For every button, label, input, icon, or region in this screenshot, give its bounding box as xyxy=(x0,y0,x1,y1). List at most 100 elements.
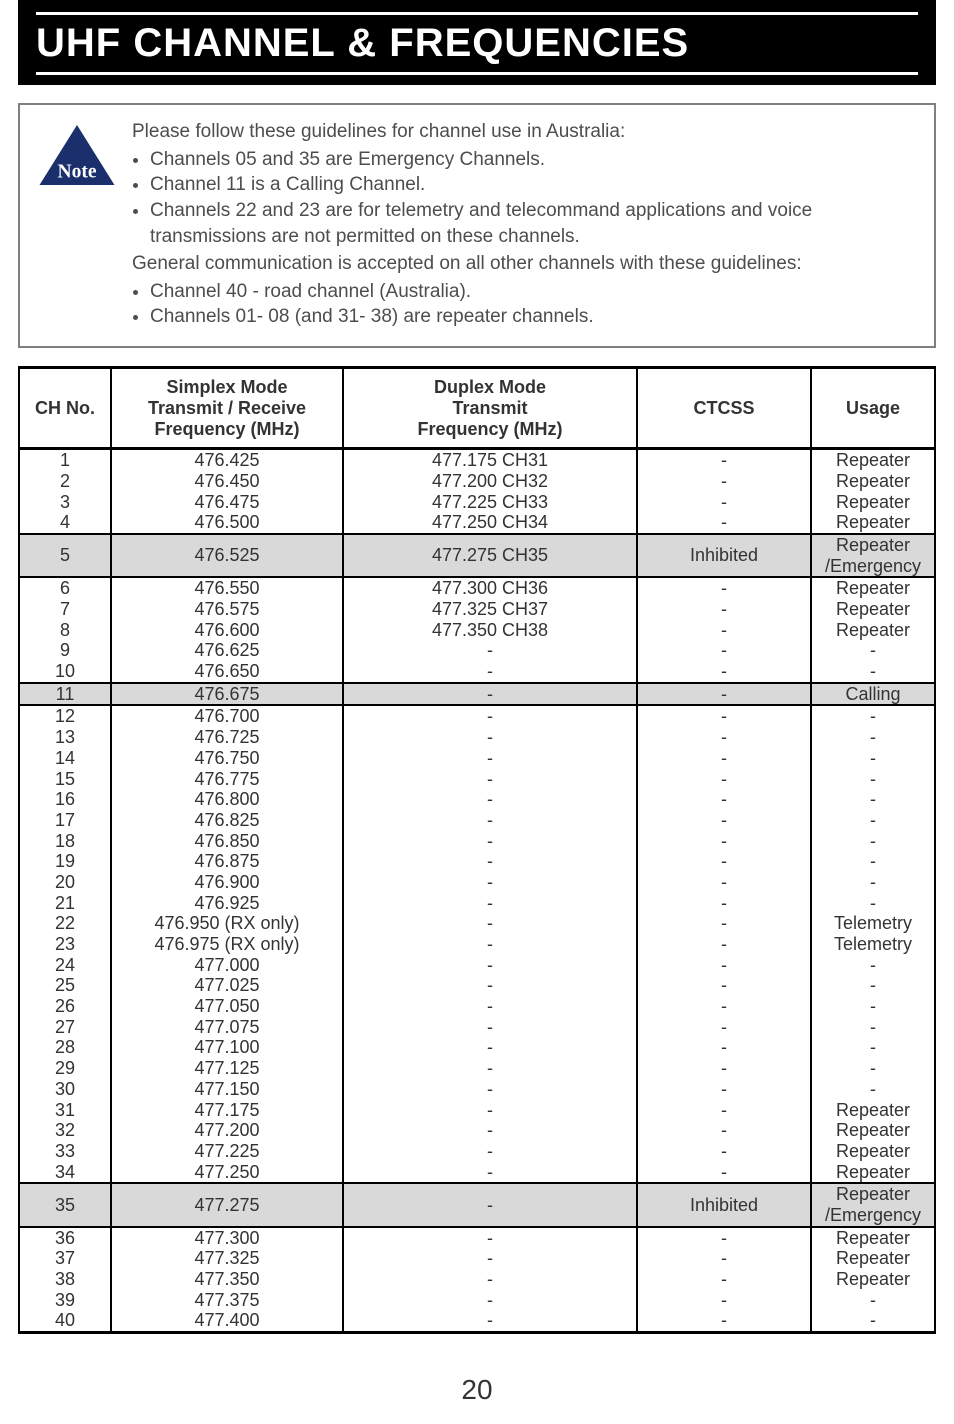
cell-ch: 40 xyxy=(19,1310,111,1332)
cell-ch: 14 xyxy=(19,748,111,769)
cell-usage: Repeater xyxy=(811,599,935,620)
cell-simplex: 477.300 xyxy=(111,1227,343,1249)
cell-ch: 32 xyxy=(19,1120,111,1141)
header-line: Transmit xyxy=(350,398,630,419)
cell-duplex: - xyxy=(343,996,637,1017)
header-line: Frequency (MHz) xyxy=(118,419,336,440)
cell-usage: - xyxy=(811,727,935,748)
cell-duplex: - xyxy=(343,727,637,748)
table-row: 3476.475477.225 CH33-Repeater xyxy=(19,492,935,513)
cell-usage: Repeater xyxy=(811,1248,935,1269)
cell-ch: 30 xyxy=(19,1079,111,1100)
cell-simplex: 476.650 xyxy=(111,661,343,683)
cell-usage: Repeater /Emergency xyxy=(811,1183,935,1226)
header-duplex: Duplex Mode Transmit Frequency (MHz) xyxy=(343,368,637,449)
cell-simplex: 477.325 xyxy=(111,1248,343,1269)
cell-ch: 39 xyxy=(19,1290,111,1311)
cell-usage: - xyxy=(811,789,935,810)
cell-duplex: 477.325 CH37 xyxy=(343,599,637,620)
cell-duplex: - xyxy=(343,831,637,852)
cell-ctcss: - xyxy=(637,449,811,471)
cell-ch: 5 xyxy=(19,534,111,577)
table-row: 31477.175--Repeater xyxy=(19,1100,935,1121)
cell-simplex: 476.425 xyxy=(111,449,343,471)
note-bullet: Channels 05 and 35 are Emergency Channel… xyxy=(150,147,916,173)
cell-duplex: 477.275 CH35 xyxy=(343,534,637,577)
table-row: 21476.925--- xyxy=(19,893,935,914)
table-row: 40477.400--- xyxy=(19,1310,935,1332)
cell-duplex: - xyxy=(343,705,637,727)
cell-usage: - xyxy=(811,955,935,976)
header-line: Duplex Mode xyxy=(350,377,630,398)
note-bullets-2: Channel 40 - road channel (Australia). C… xyxy=(150,279,916,330)
cell-ch: 34 xyxy=(19,1162,111,1184)
cell-duplex: - xyxy=(343,661,637,683)
cell-ctcss: - xyxy=(637,913,811,934)
cell-usage: - xyxy=(811,1058,935,1079)
cell-duplex: - xyxy=(343,893,637,914)
cell-ch: 11 xyxy=(19,683,111,706)
table-header-row: CH No. Simplex Mode Transmit / Receive F… xyxy=(19,368,935,449)
cell-simplex: 476.775 xyxy=(111,769,343,790)
cell-duplex: - xyxy=(343,1269,637,1290)
note-mid: General communication is accepted on all… xyxy=(132,251,916,277)
cell-ctcss: - xyxy=(637,1227,811,1249)
cell-ch: 37 xyxy=(19,1248,111,1269)
cell-usage: - xyxy=(811,810,935,831)
cell-ch: 12 xyxy=(19,705,111,727)
cell-simplex: 476.825 xyxy=(111,810,343,831)
cell-simplex: 477.175 xyxy=(111,1100,343,1121)
cell-duplex: 477.175 CH31 xyxy=(343,449,637,471)
cell-simplex: 477.075 xyxy=(111,1017,343,1038)
cell-simplex: 476.900 xyxy=(111,872,343,893)
table-row: 37477.325--Repeater xyxy=(19,1248,935,1269)
cell-ctcss: - xyxy=(637,810,811,831)
cell-ch: 9 xyxy=(19,640,111,661)
table-row: 12476.700--- xyxy=(19,705,935,727)
cell-simplex: 477.275 xyxy=(111,1183,343,1226)
cell-usage: - xyxy=(811,893,935,914)
cell-simplex: 476.925 xyxy=(111,893,343,914)
table-row: 20476.900--- xyxy=(19,872,935,893)
cell-ctcss: - xyxy=(637,1120,811,1141)
cell-duplex: - xyxy=(343,769,637,790)
cell-simplex: 476.700 xyxy=(111,705,343,727)
cell-duplex: - xyxy=(343,872,637,893)
cell-duplex: 477.300 CH36 xyxy=(343,577,637,599)
cell-duplex: - xyxy=(343,789,637,810)
table-row: 5476.525477.275 CH35InhibitedRepeater /E… xyxy=(19,534,935,577)
cell-ch: 6 xyxy=(19,577,111,599)
cell-simplex: 477.100 xyxy=(111,1037,343,1058)
table-row: 19476.875--- xyxy=(19,851,935,872)
cell-ch: 18 xyxy=(19,831,111,852)
cell-duplex: - xyxy=(343,640,637,661)
cell-usage: - xyxy=(811,640,935,661)
table-row: 38477.350--Repeater xyxy=(19,1269,935,1290)
cell-duplex: - xyxy=(343,1248,637,1269)
cell-ch: 36 xyxy=(19,1227,111,1249)
cell-usage: - xyxy=(811,769,935,790)
cell-ch: 3 xyxy=(19,492,111,513)
cell-duplex: - xyxy=(343,1290,637,1311)
cell-simplex: 476.450 xyxy=(111,471,343,492)
cell-duplex: - xyxy=(343,851,637,872)
cell-ch: 35 xyxy=(19,1183,111,1226)
cell-ctcss: - xyxy=(637,893,811,914)
page-title: UHF CHANNEL & FREQUENCIES xyxy=(36,12,918,75)
cell-duplex: - xyxy=(343,1120,637,1141)
table-row: 22476.950 (RX only)--Telemetry xyxy=(19,913,935,934)
cell-ctcss: - xyxy=(637,1248,811,1269)
cell-simplex: 476.975 (RX only) xyxy=(111,934,343,955)
cell-duplex: - xyxy=(343,1100,637,1121)
cell-duplex: - xyxy=(343,1162,637,1184)
cell-ch: 10 xyxy=(19,661,111,683)
table-row: 11476.675--Calling xyxy=(19,683,935,706)
cell-ctcss: - xyxy=(637,492,811,513)
header-simplex: Simplex Mode Transmit / Receive Frequenc… xyxy=(111,368,343,449)
cell-duplex: - xyxy=(343,1227,637,1249)
header-line: Simplex Mode xyxy=(118,377,336,398)
cell-usage: Repeater /Emergency xyxy=(811,534,935,577)
cell-ctcss: - xyxy=(637,1162,811,1184)
cell-ctcss: - xyxy=(637,683,811,706)
cell-usage: Repeater xyxy=(811,1120,935,1141)
